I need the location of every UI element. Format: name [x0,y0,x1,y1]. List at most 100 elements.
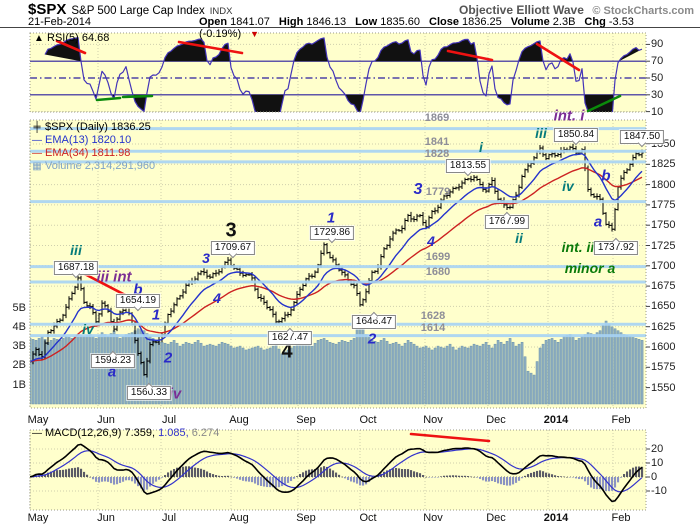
volume-bar [547,339,551,405]
macd-histogram-bar [146,477,149,490]
volume-bar [55,339,59,405]
volume-bar [280,353,284,405]
macd-histogram-bar [623,474,626,477]
volume-bar [94,338,98,405]
volume-bar [139,329,143,405]
volume-bar [604,320,608,405]
volume-bar [565,335,569,405]
volume-bar [196,340,200,405]
volume-bar [628,336,632,405]
rsi-extreme-fill [373,39,422,62]
volume-bar [346,341,350,405]
volume-bar [418,347,422,405]
volume-bar [583,334,587,405]
volume-bar [601,325,605,405]
volume-bar [529,372,533,405]
macd-histogram-bar [200,468,203,477]
red-trendline [446,49,494,62]
macd-histogram-bar [209,473,212,477]
volume-bar [352,338,356,405]
volume-bar [622,334,626,405]
macd-histogram-bar [476,477,479,478]
volume-bar [244,349,248,405]
volume-bar [355,328,359,405]
macd-histogram-bar [641,466,644,477]
macd-histogram-bar [593,477,596,489]
macd-histogram-bar [581,477,584,480]
macd-histogram-bar [110,477,113,484]
macd-histogram-bar [170,470,173,477]
macd-histogram-bar [188,466,191,477]
volume-bar [457,347,461,405]
macd-histogram-bar [329,468,332,477]
volume-bar [67,337,71,405]
volume-bar [79,335,83,405]
volume-bar [298,343,302,405]
macd-histogram-bar [566,476,569,478]
chart-header: $SPX S&P 500 Large Cap Index INDX Object… [0,0,700,40]
macd-histogram-bar [290,477,293,482]
volume-bar [268,347,272,405]
macd-histogram-bar [149,477,152,487]
volume-bar [175,342,179,405]
volume-bar [136,328,140,405]
macd-histogram-bar [515,477,518,483]
macd-histogram-bar [518,477,521,481]
stockcharts-credit: © StockCharts.com [592,5,694,17]
volume-bar [217,343,221,405]
volume-bar [541,343,545,405]
volume-bar [391,342,395,405]
macd-histogram-bar [320,467,323,477]
macd-histogram-bar [590,477,593,488]
macd-histogram-bar [293,477,296,479]
macd-histogram-bar [395,468,398,477]
macd-histogram-bar [611,477,614,491]
macd-histogram-bar [632,467,635,477]
ema13-legend-text: EMA(13) 1820.10 [45,134,132,146]
volume-bar [574,340,578,405]
macd-histogram-bar [479,477,482,479]
macd-histogram-bar [158,477,161,480]
macd-histogram-bar [575,477,578,479]
rsi-extreme-fill [518,41,544,62]
rsi-extreme-fill [293,37,329,62]
volume-bar [349,340,353,405]
volume-bar [568,334,572,405]
macd-histogram-bar [122,477,125,482]
volume-bar [403,342,407,405]
macd-histogram-bar [470,476,473,478]
volume-bar [118,338,122,405]
rsi-legend-text: RSI(5) 64.68 [47,32,110,44]
volume-bar [178,345,182,405]
volume-bar [337,341,341,405]
volume-bar [250,347,254,405]
volume-bar [202,345,206,405]
macd-histogram-bar [86,474,89,477]
macd-histogram-bar [509,477,512,486]
volume-bar [238,345,242,405]
volume-bar [88,334,92,405]
volume-bar [82,336,86,405]
volume-bar [292,345,296,405]
volume-bar [382,338,386,405]
macd-histogram-bar [356,477,359,484]
volume-bar [235,346,239,405]
macd-histogram-bar [548,473,551,477]
macd-histogram-bar [491,477,494,482]
volume-bar [325,340,329,405]
volume-bar [373,341,377,405]
macd-histogram-bar [365,477,368,485]
macd-histogram-bar [92,477,95,480]
macd-histogram-bar [248,477,251,482]
volume-bar [421,346,425,405]
macd-line-icon: — [32,428,42,439]
main-legend: ╪ $SPX (Daily) 1836.25 — EMA(13) 1820.10 —… [31,121,155,173]
macd-histogram-bar [89,476,92,478]
volume-bar [505,341,509,405]
volume-bar [442,347,446,405]
volume-bar [616,330,620,405]
macd-histogram-bar [458,475,461,477]
macd-histogram-bar [206,471,209,477]
macd-histogram-bar [299,474,302,477]
volume-bar [619,332,623,405]
